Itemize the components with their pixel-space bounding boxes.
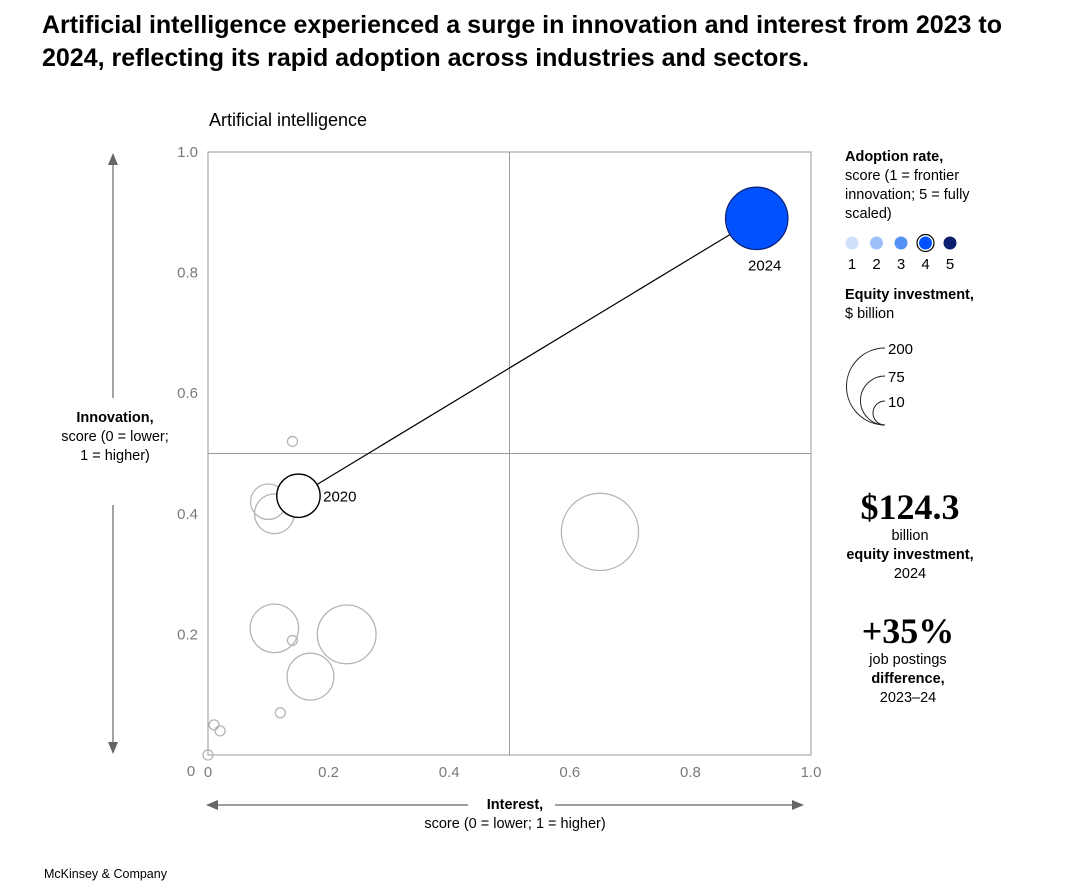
y-arrow-up-icon bbox=[108, 153, 118, 165]
origin-tick-label: 0 bbox=[187, 763, 195, 780]
adoption-level-label: 1 bbox=[848, 256, 856, 273]
equity-circle-75 bbox=[860, 375, 886, 426]
bubble-other bbox=[214, 725, 226, 737]
x-axis-label-bold: Interest, bbox=[486, 797, 544, 813]
y-axis-label: Innovation, score (0 = lower; 1 = higher… bbox=[60, 409, 170, 466]
bubble-other bbox=[316, 604, 377, 665]
y-tick-label: 0.2 bbox=[177, 626, 198, 643]
footer-brand: McKinsey & Company bbox=[44, 867, 167, 881]
adoption-level-label: 5 bbox=[946, 256, 954, 273]
stat-equity-value: $124.3 bbox=[860, 487, 960, 527]
stat-equity-line3: 2024 bbox=[893, 566, 927, 582]
equity-label-200: 200 bbox=[888, 341, 913, 358]
equity-circle-10 bbox=[872, 400, 886, 426]
adoption-dot-1 bbox=[845, 236, 859, 250]
y-axis-label-bold: Innovation, bbox=[76, 410, 154, 426]
trend-line bbox=[298, 217, 758, 497]
x-tick-label: 0.8 bbox=[680, 764, 701, 781]
stat-jobs-line1: job postings bbox=[869, 652, 947, 668]
y-tick-label: 0.8 bbox=[177, 265, 198, 282]
y-tick-label: 0.6 bbox=[177, 385, 198, 402]
stat-equity-line1: billion bbox=[891, 528, 929, 544]
equity-label-75: 75 bbox=[888, 369, 905, 386]
adoption-dot-4 bbox=[919, 236, 932, 250]
adoption-dot-5 bbox=[943, 236, 957, 250]
x-axis-label: Interest, score (0 = lower; 1 = higher) bbox=[380, 796, 650, 834]
y-tick-label: 0.4 bbox=[177, 506, 198, 523]
y-axis-label-rest: score (0 = lower; 1 = higher) bbox=[61, 429, 169, 464]
stat-equity: $124.3 billion equity investment, 2024 bbox=[820, 487, 1000, 584]
bubble-2024 bbox=[724, 186, 789, 251]
adoption-level-label: 4 bbox=[921, 256, 929, 273]
equity-title: Equity investment, bbox=[845, 287, 974, 303]
bubble-other bbox=[286, 634, 299, 647]
bubble-other bbox=[208, 719, 220, 731]
adoption-level-label: 2 bbox=[872, 256, 880, 273]
label-2020: 2020 bbox=[323, 489, 356, 506]
stat-equity-line2: equity investment, bbox=[846, 547, 974, 563]
x-axis-label-rest: score (0 = lower; 1 = higher) bbox=[424, 816, 606, 832]
chart-title: Artificial intelligence bbox=[209, 110, 368, 130]
bubble-2020 bbox=[276, 473, 321, 519]
stat-jobs-line2: difference, bbox=[871, 671, 945, 687]
equity-circle-200 bbox=[846, 347, 886, 426]
x-arrow-right-icon bbox=[792, 800, 804, 810]
bubble-other bbox=[274, 707, 287, 719]
stat-jobs: +35% job postings difference, 2023–24 bbox=[818, 611, 998, 708]
page-title: Artificial intelligence experienced a su… bbox=[42, 11, 1002, 72]
bubble-other bbox=[249, 603, 300, 654]
bubble-other bbox=[560, 492, 640, 572]
bubble-other bbox=[202, 749, 214, 761]
equity-label-10: 10 bbox=[888, 394, 905, 411]
y-tick-label: 1.0 bbox=[177, 144, 198, 161]
bubble-other bbox=[286, 652, 335, 701]
x-tick-label: 0.6 bbox=[559, 764, 580, 781]
equity-size-legend: 200 75 10 bbox=[846, 341, 913, 426]
adoption-dot-ring bbox=[916, 233, 935, 253]
x-tick-label: 1.0 bbox=[801, 764, 822, 781]
x-arrow-left-icon bbox=[206, 800, 218, 810]
x-tick-label: 0 bbox=[204, 764, 212, 781]
y-arrow-down-icon bbox=[108, 742, 118, 754]
x-tick-label: 0.4 bbox=[439, 764, 460, 781]
adoption-desc: score (1 = frontier innovation; 5 = full… bbox=[845, 168, 970, 222]
adoption-legend-text: Adoption rate, score (1 = frontier innov… bbox=[845, 148, 985, 224]
stat-jobs-value: +35% bbox=[861, 611, 955, 651]
adoption-title: Adoption rate, bbox=[845, 149, 944, 165]
equity-unit: $ billion bbox=[845, 306, 895, 322]
stat-jobs-line3: 2023–24 bbox=[879, 690, 937, 706]
label-2024: 2024 bbox=[748, 258, 781, 275]
adoption-level-label: 3 bbox=[897, 256, 905, 273]
equity-legend-text: Equity investment, $ billion bbox=[845, 286, 974, 324]
adoption-dot-2 bbox=[870, 236, 883, 250]
adoption-dot-3 bbox=[894, 236, 908, 250]
x-tick-label: 0.2 bbox=[318, 764, 339, 781]
bubble-other bbox=[286, 435, 299, 448]
